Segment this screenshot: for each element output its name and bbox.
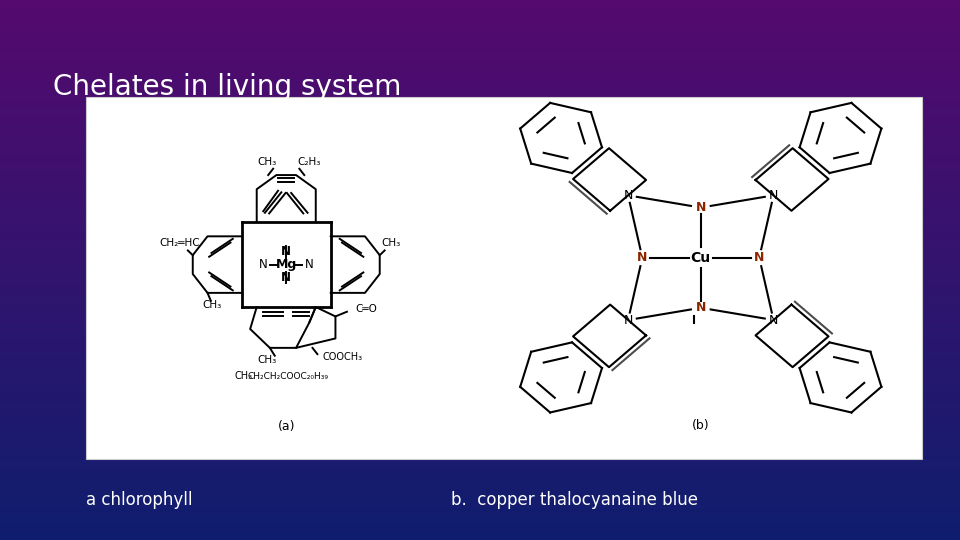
Text: N: N xyxy=(637,251,648,264)
Text: b.  copper thalocyanaine blue: b. copper thalocyanaine blue xyxy=(451,491,698,509)
Text: N: N xyxy=(259,258,268,271)
Text: Mg: Mg xyxy=(276,258,297,271)
Text: N: N xyxy=(769,189,779,202)
Text: N: N xyxy=(305,258,314,271)
Text: N: N xyxy=(623,314,633,327)
Text: COOCH₃: COOCH₃ xyxy=(323,352,363,362)
Text: (b): (b) xyxy=(692,419,709,432)
Text: CH₃: CH₃ xyxy=(257,355,276,366)
Text: N: N xyxy=(696,201,706,214)
Text: N: N xyxy=(696,301,706,314)
Text: CH₃: CH₃ xyxy=(203,300,222,310)
Text: N: N xyxy=(623,189,633,202)
Text: CH₃: CH₃ xyxy=(257,157,276,167)
Text: a chlorophyll: a chlorophyll xyxy=(86,491,193,509)
Text: N: N xyxy=(769,314,779,327)
Text: (a): (a) xyxy=(277,420,295,433)
Text: CH₂CH₂COOC₂₀H₃₉: CH₂CH₂COOC₂₀H₃₉ xyxy=(248,372,328,381)
Text: CH₃: CH₃ xyxy=(381,238,401,248)
Text: CH₃: CH₃ xyxy=(234,371,252,381)
Text: Cu: Cu xyxy=(691,251,710,265)
Text: N: N xyxy=(281,271,291,284)
Text: N: N xyxy=(754,251,764,264)
Text: C═O: C═O xyxy=(355,303,377,314)
Text: CH₂═HC: CH₂═HC xyxy=(159,238,200,248)
Bar xyxy=(86,97,922,459)
Text: C₂H₃: C₂H₃ xyxy=(298,157,321,167)
Text: N: N xyxy=(281,245,291,258)
Text: Chelates in living system: Chelates in living system xyxy=(53,73,401,101)
